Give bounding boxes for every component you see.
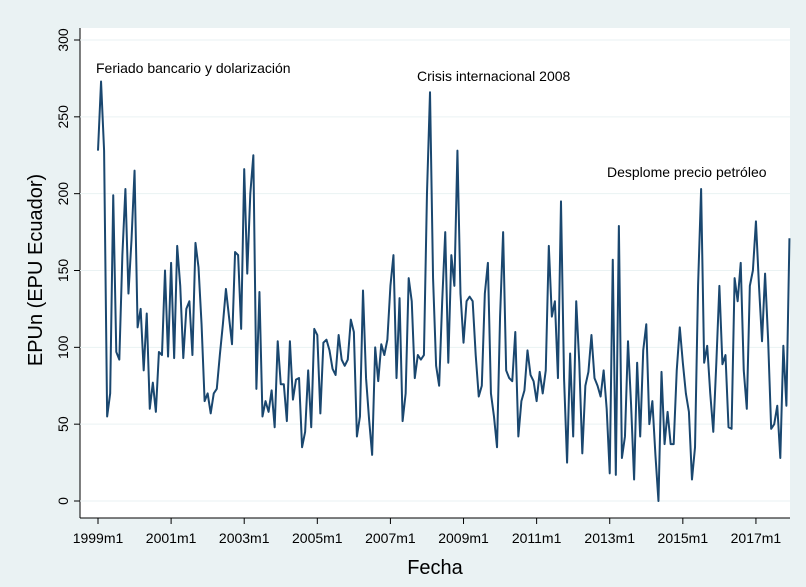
x-axis-title: Fecha bbox=[407, 557, 463, 579]
x-tick-label: 1999m1 bbox=[73, 530, 124, 546]
x-tick-label: 2005m1 bbox=[292, 530, 343, 546]
y-tick-label: 50 bbox=[55, 416, 71, 432]
y-tick-label: 300 bbox=[55, 28, 71, 52]
x-tick-label: 2003m1 bbox=[219, 530, 270, 546]
annotation: Crisis internacional 2008 bbox=[417, 68, 571, 84]
y-tick-label: 200 bbox=[55, 182, 71, 206]
x-tick-label: 2001m1 bbox=[146, 530, 197, 546]
x-tick-label: 2009m1 bbox=[438, 530, 489, 546]
y-tick-label: 150 bbox=[55, 259, 71, 283]
x-tick-label: 2011m1 bbox=[512, 530, 562, 546]
x-tick-label: 2015m1 bbox=[658, 530, 709, 546]
plot-area bbox=[80, 28, 790, 518]
x-tick-label: 2013m1 bbox=[584, 530, 635, 546]
annotation: Desplome precio petróleo bbox=[607, 164, 767, 180]
x-tick-label: 2007m1 bbox=[365, 530, 416, 546]
y-axis-title: EPUn (EPU Ecuador) bbox=[25, 174, 47, 366]
y-tick-label: 0 bbox=[55, 497, 71, 505]
annotation: Feriado bancario y dolarización bbox=[96, 60, 291, 76]
y-tick-label: 100 bbox=[55, 335, 71, 359]
y-tick-label: 250 bbox=[55, 105, 71, 129]
data-line bbox=[97, 80, 791, 502]
x-tick-label: 2017m1 bbox=[731, 530, 782, 546]
